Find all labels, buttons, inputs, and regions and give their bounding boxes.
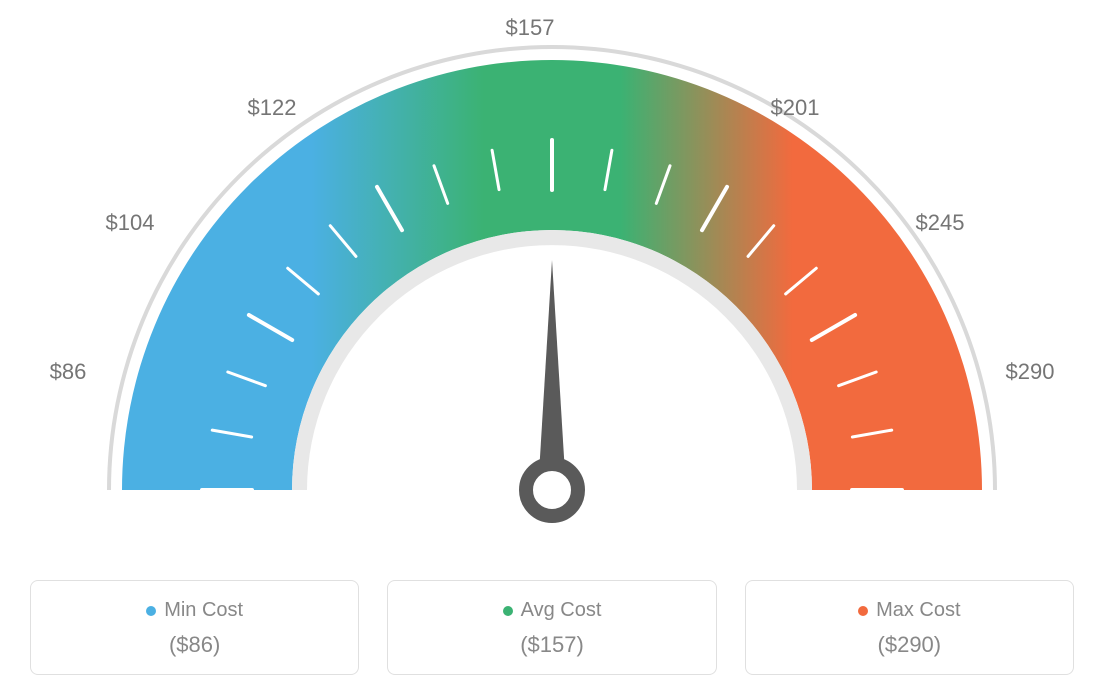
legend-min: Min Cost ($86): [30, 580, 359, 675]
legend-value-avg: ($157): [398, 632, 705, 658]
gauge-svg: [0, 0, 1104, 560]
gauge-tick-label: $86: [50, 359, 87, 385]
cost-gauge: $86 $104 $122 $157 $201 $245 $290: [0, 0, 1104, 560]
gauge-tick-label: $104: [106, 210, 155, 236]
gauge-tick-label: $157: [506, 15, 555, 41]
legend-dot-min: [146, 606, 156, 616]
legend: Min Cost ($86) Avg Cost ($157) Max Cost …: [0, 580, 1104, 675]
legend-value-max: ($290): [756, 632, 1063, 658]
gauge-tick-label: $290: [1006, 359, 1055, 385]
gauge-tick-label: $122: [248, 95, 297, 121]
legend-dot-avg: [503, 606, 513, 616]
legend-dot-max: [858, 606, 868, 616]
legend-label-avg: Avg Cost: [521, 599, 602, 622]
legend-label-max: Max Cost: [876, 599, 960, 622]
legend-avg: Avg Cost ($157): [387, 580, 716, 675]
gauge-tick-label: $245: [916, 210, 965, 236]
gauge-tick-label: $201: [771, 95, 820, 121]
legend-label-min: Min Cost: [164, 599, 243, 622]
legend-max: Max Cost ($290): [745, 580, 1074, 675]
legend-value-min: ($86): [41, 632, 348, 658]
